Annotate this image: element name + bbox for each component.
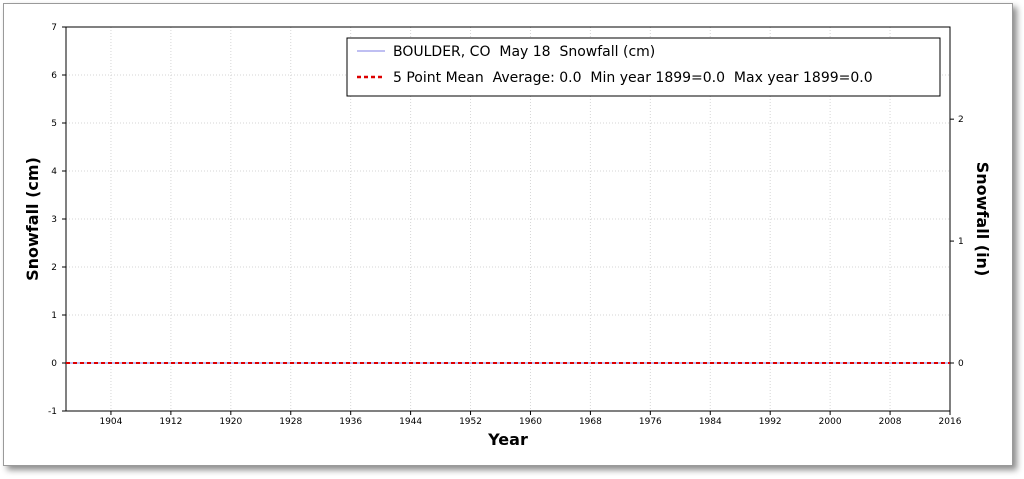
y-tick-label: 7 [51, 23, 57, 33]
legend-entry-5-point-mean: 5 Point Mean Average: 0.0 Min year 1899=… [393, 70, 873, 86]
x-axis: 1904 1912 1920 1928 1936 1944 1952 1960 1968 1976… [99, 411, 962, 427]
y-axis-left: -1 0 1 2 3 4 5 6 7 [48, 23, 66, 417]
y-tick-label: 6 [51, 71, 57, 81]
x-tick-label: 1952 [459, 417, 482, 427]
y-axis-right: 0 1 2 [950, 115, 964, 369]
x-tick-label: 1904 [99, 417, 122, 427]
y-tick-label: 3 [51, 215, 57, 225]
y-tick-label: 1 [51, 311, 57, 321]
x-tick-label: 1944 [399, 417, 422, 427]
y-axis-left-title: Snowfall (cm) [23, 157, 42, 281]
y-tick-label: 5 [51, 119, 57, 129]
x-tick-label: 1976 [639, 417, 662, 427]
y-tick-label: 0 [51, 359, 57, 369]
x-tick-label: 1968 [579, 417, 602, 427]
x-tick-label: 1960 [519, 417, 542, 427]
legend: BOULDER, CO May 18 Snowfall (cm) 5 Point… [346, 37, 941, 97]
x-tick-label: 1936 [339, 417, 362, 427]
y-axis-right-title: Snowfall (in) [973, 162, 992, 276]
y2-tick-label: 1 [958, 237, 964, 247]
x-tick-label: 1912 [159, 417, 182, 427]
x-tick-label: 1920 [219, 417, 242, 427]
x-tick-label: 1984 [699, 417, 722, 427]
y-tick-label: -1 [48, 407, 57, 417]
y2-tick-label: 0 [958, 359, 964, 369]
x-tick-label: 2000 [819, 417, 842, 427]
y-tick-label: 4 [51, 167, 57, 177]
y2-tick-label: 2 [958, 115, 964, 125]
y-tick-label: 2 [51, 263, 57, 273]
x-axis-title: Year [487, 430, 528, 449]
x-tick-label: 1928 [279, 417, 302, 427]
legend-entry-snowfall: BOULDER, CO May 18 Snowfall (cm) [393, 44, 655, 60]
x-tick-label: 2008 [879, 417, 902, 427]
x-tick-label: 1992 [759, 417, 782, 427]
x-tick-label: 2016 [939, 417, 962, 427]
legend-box [346, 37, 941, 97]
